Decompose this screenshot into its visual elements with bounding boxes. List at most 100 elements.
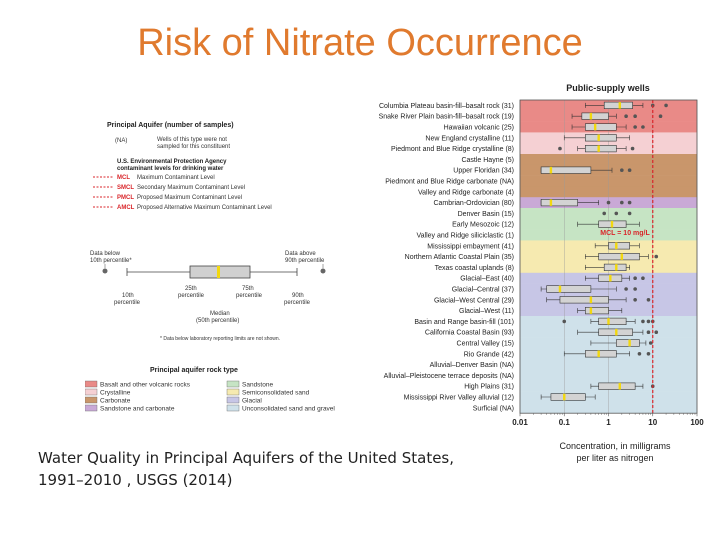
aquifer-label: Glacial–West Central (29)	[434, 297, 514, 304]
legend-rock-swatch	[226, 380, 240, 388]
median-mark	[618, 102, 621, 109]
plot-frame	[519, 99, 698, 414]
mcl-label: MCL = 10 mg/L	[600, 230, 650, 237]
slide-title: Risk of Nitrate Occurrence	[137, 22, 583, 64]
aquifer-label: Surficial (NA)	[473, 405, 514, 412]
aquifer-label: Castle Hayne (5)	[461, 157, 514, 164]
aquifer-label: Mississippi River Valley alluvial (12)	[404, 395, 514, 402]
legend-note: * Data below laboratory reporting limits…	[160, 336, 280, 342]
outlier-point	[641, 276, 645, 280]
iqr-box	[598, 317, 627, 326]
legend-rock-label: Crystalline	[100, 390, 131, 397]
iqr-box	[550, 393, 586, 401]
aquifer-label: Glacial–Central (37)	[452, 287, 514, 294]
aquifer-label: Cambrian-Ordovician (80)	[433, 200, 514, 207]
outlier-point	[646, 298, 651, 302]
aquifer-label: Basin and Range basin-fill (101)	[414, 319, 514, 326]
iqr-box	[540, 199, 578, 207]
aquifer-label: California Coastal Basin (93)	[425, 330, 514, 337]
legend-below-2: 10th percentile*	[90, 258, 132, 264]
x-tick-label: 1	[606, 418, 611, 427]
outlier-point	[620, 200, 624, 205]
chart-title: Public-supply wells	[566, 83, 650, 93]
x-tick-label: 0.01	[512, 418, 528, 427]
legend-rock-swatch	[226, 388, 240, 396]
outlier-point	[637, 352, 642, 356]
aquifer-label: High Plains (31)	[464, 384, 514, 391]
iqr-box	[598, 253, 640, 261]
outlier-point	[633, 298, 637, 302]
caption-line-1: Water Quality in Principal Aquifers of t…	[38, 449, 455, 467]
legend-rock-label: Sandstone and carbonate	[100, 406, 175, 413]
median-mark	[549, 199, 553, 206]
x-axis-label-2: per liter as nitrogen	[576, 453, 653, 463]
outlier-point	[614, 211, 619, 216]
aquifer-label: Central Valley (15)	[457, 341, 514, 348]
median-mark	[607, 318, 610, 325]
iqr-box	[585, 307, 609, 315]
aquifer-label: New England crystalline (11)	[425, 135, 514, 142]
legend-rock-swatch	[85, 404, 98, 412]
outlier-point	[654, 254, 659, 259]
median-mark	[620, 253, 624, 260]
outlier-point	[558, 146, 562, 151]
aquifer-label: Rio Grande (42)	[464, 351, 514, 358]
legend-median-2: (50th percentile)	[196, 318, 239, 324]
aquifer-label: Northern Atlantic Coastal Plain (35)	[405, 254, 514, 261]
legend-rock-swatch	[85, 388, 98, 396]
legend-rock-label: Semiconsolidated sand	[242, 390, 310, 397]
outlier-point	[606, 200, 611, 205]
x-tick-labels: 0.01 0.1 1 10 100	[512, 413, 704, 427]
outlier-point	[627, 200, 632, 205]
legend-p10-1: 10th	[122, 293, 134, 299]
median-mark	[558, 285, 562, 293]
legend-rock-label: Unconsolidated sand and gravel	[242, 406, 335, 413]
aquifer-label: Piedmont and Blue Ridge carbonate (NA)	[385, 179, 514, 186]
legend-level-text: Maximum Contaminant Level	[137, 175, 215, 181]
median-mark	[563, 393, 566, 401]
aquifer-label: Alluvial–Pleistocene terrace deposits (N…	[384, 373, 514, 380]
box-series	[540, 101, 668, 401]
aquifer-label: Valley and Ridge siliciclastic (1)	[416, 233, 514, 240]
median-mark	[549, 166, 553, 174]
legend-rock-label: Carbonate	[100, 398, 131, 405]
outlier-point	[646, 319, 651, 324]
legend-epa-2: contaminant levels for drinking water	[117, 166, 224, 172]
median-mark	[615, 328, 618, 336]
x-tick-label: 100	[690, 418, 704, 427]
legend-rock-swatch	[85, 380, 98, 388]
legend-level-text: Proposed Alternative Maximum Contaminant…	[137, 205, 272, 211]
outlier-point	[658, 114, 663, 118]
legend-rock-swatch	[226, 396, 240, 404]
legend-level-code: SMCL	[117, 185, 134, 191]
aquifer-label: Early Mesozoic (12)	[452, 222, 514, 229]
outlier-point	[641, 125, 645, 129]
aquifer-label: Mississippi embayment (41)	[427, 243, 514, 250]
legend-p25-1: 25th	[185, 286, 197, 292]
legend-level-code: PMCL	[117, 195, 134, 201]
legend-above-1: Data above	[285, 251, 316, 257]
caption: Water Quality in Principal Aquifers of t…	[38, 447, 454, 491]
outlier-point	[654, 330, 659, 334]
iqr-box	[581, 112, 609, 120]
legend-level-code: AMCL	[117, 205, 135, 211]
legend-level-text: Secondary Maximum Contaminant Level	[137, 185, 245, 191]
legend-rock-label: Glacial	[242, 398, 262, 405]
legend-header: Principal Aquifer (number of samples)	[107, 122, 234, 129]
nitrate-boxplot-chart: Public-supply wells Columbia Plateau bas…	[379, 83, 705, 463]
caption-line-2: 1991–2010 , USGS (2014)	[38, 471, 233, 489]
legend-rock-label: Basalt and other volcanic rocks	[100, 382, 191, 389]
outlier-point	[664, 103, 668, 108]
aquifer-label: Upper Floridan (34)	[453, 168, 514, 175]
iqr-box	[603, 101, 633, 110]
outlier-point	[633, 114, 637, 118]
iqr-box	[615, 339, 640, 347]
outlier-point	[602, 211, 607, 216]
median-mark	[589, 112, 593, 120]
legend-na-text-1: Wells of this type were not	[157, 137, 227, 143]
legend-above-2: 90th percentile	[285, 258, 325, 264]
aquifer-label: Denver Basin (15)	[458, 211, 514, 218]
outlier-point	[633, 125, 637, 129]
median-mark	[589, 307, 593, 314]
